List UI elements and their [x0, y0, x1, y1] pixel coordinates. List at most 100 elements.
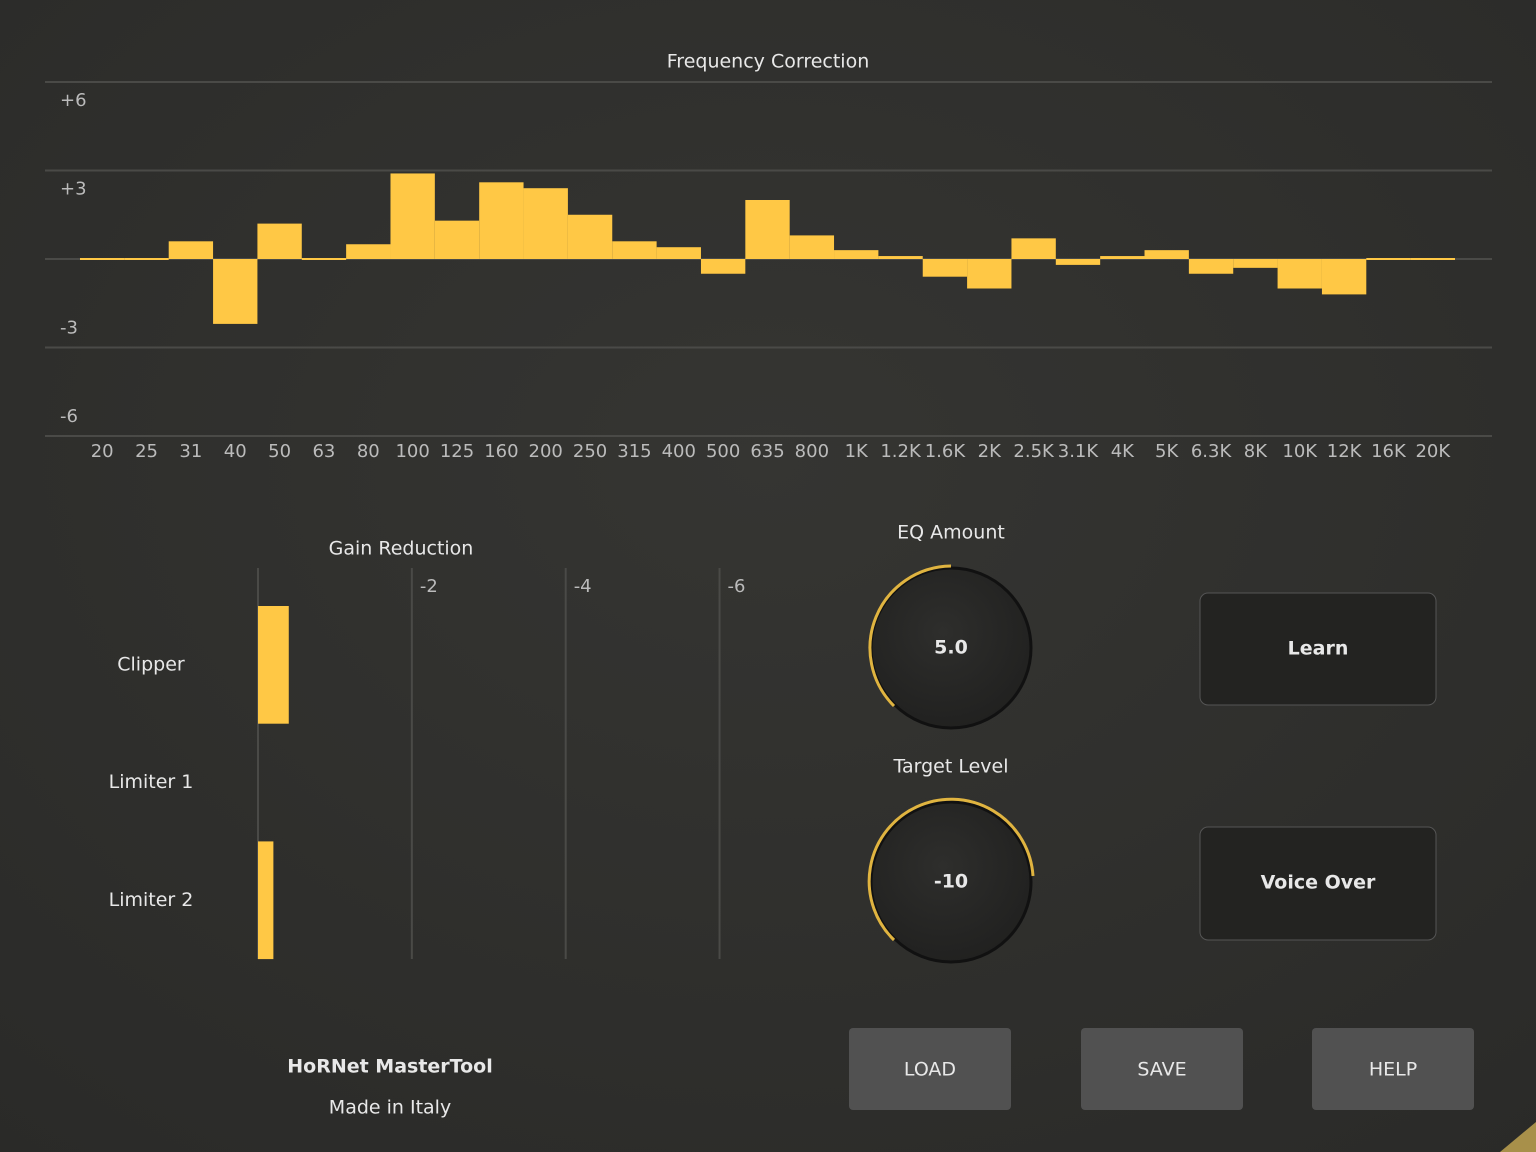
x-tick-label: 100: [395, 441, 429, 462]
knob-label: EQ Amount: [897, 522, 1005, 544]
help-button[interactable]: [1312, 1028, 1474, 1110]
x-tick-label: 80: [357, 441, 380, 462]
button-label[interactable]: Voice Over: [1261, 872, 1376, 894]
bar: [1055, 259, 1101, 265]
x-tick-label: 160: [484, 441, 518, 462]
button-label[interactable]: SAVE: [1137, 1059, 1186, 1081]
x-tick-label: 125: [440, 441, 474, 462]
bar: [1321, 259, 1367, 295]
x-tick-label: -2: [420, 576, 438, 597]
bar: [1144, 250, 1189, 259]
x-tick-label: 250: [573, 441, 607, 462]
x-tick-label: 16K: [1371, 441, 1407, 462]
x-tick-label: 2K: [978, 441, 1002, 462]
y-tick-label: +6: [60, 90, 87, 111]
x-tick-label: 200: [529, 441, 563, 462]
bar: [1188, 259, 1234, 274]
x-tick-label: 25: [135, 441, 158, 462]
bar: [700, 259, 746, 274]
chart-title: Frequency Correction: [667, 51, 870, 73]
x-tick-label: 10K: [1282, 441, 1318, 462]
chart-title: Gain Reduction: [329, 538, 474, 560]
x-tick-label: 6.3K: [1191, 441, 1233, 462]
category-label: Limiter 2: [109, 889, 194, 911]
x-tick-label: 31: [179, 441, 202, 462]
voice-over-button[interactable]: [1199, 826, 1437, 941]
bar: [967, 259, 1012, 289]
x-tick-label: 315: [617, 441, 651, 462]
bar: [745, 200, 790, 259]
x-tick-label: 20K: [1415, 441, 1451, 462]
x-tick-label: 4K: [1111, 441, 1135, 462]
x-tick-label: 635: [750, 441, 784, 462]
bar: [878, 256, 923, 259]
button-label[interactable]: Learn: [1288, 638, 1349, 660]
x-tick-label: 63: [312, 441, 335, 462]
app-title: HoRNet MasterTool: [287, 1056, 493, 1078]
bar: [567, 214, 613, 259]
x-tick-label: 3.1K: [1058, 441, 1100, 462]
category-label: Limiter 1: [109, 771, 194, 793]
learn-button[interactable]: [1199, 592, 1437, 706]
bar: [479, 182, 524, 259]
bar: [1366, 258, 1411, 260]
button-label[interactable]: HELP: [1369, 1059, 1417, 1081]
x-tick-label: 500: [706, 441, 740, 462]
x-tick-label: 50: [268, 441, 291, 462]
x-tick-label: 5K: [1155, 441, 1179, 462]
load-button[interactable]: [849, 1028, 1011, 1110]
bar: [523, 188, 568, 259]
bar: [434, 220, 480, 259]
bar: [922, 259, 968, 277]
x-tick-label: -6: [728, 576, 746, 597]
x-tick-label: 800: [795, 441, 829, 462]
y-tick-label: -6: [60, 406, 78, 427]
bar: [258, 841, 274, 960]
y-tick-label: +3: [60, 179, 87, 200]
knob-arc: [867, 797, 1035, 942]
bar: [789, 235, 835, 259]
bar: [124, 258, 169, 260]
knob-body[interactable]: [869, 800, 1033, 964]
x-tick-label: 8K: [1244, 441, 1268, 462]
target-knob[interactable]: [867, 797, 1035, 964]
corner: [1500, 1122, 1536, 1152]
app-subtitle: Made in Italy: [329, 1097, 451, 1119]
category-label: Clipper: [117, 653, 185, 675]
knob-value[interactable]: -10: [934, 871, 968, 893]
bar: [834, 250, 879, 259]
bar: [1410, 258, 1455, 260]
bar: [213, 259, 258, 324]
x-tick-label: 2.5K: [1013, 441, 1055, 462]
bar: [346, 244, 391, 259]
bar: [1277, 259, 1322, 289]
x-tick-label: 40: [224, 441, 247, 462]
bar: [656, 247, 701, 259]
x-tick-label: 1.2K: [880, 441, 922, 462]
knob-label: Target Level: [893, 756, 1009, 778]
bar: [390, 173, 435, 259]
bar: [257, 223, 302, 259]
x-tick-label: 1K: [845, 441, 869, 462]
bar: [1100, 256, 1145, 259]
x-tick-label: -4: [574, 576, 592, 597]
x-tick-label: 1.6K: [925, 441, 967, 462]
button-label[interactable]: LOAD: [904, 1059, 956, 1081]
knob-arc: [868, 564, 952, 708]
save-button[interactable]: [1081, 1028, 1243, 1110]
x-tick-label: 12K: [1327, 441, 1363, 462]
y-tick-label: -3: [60, 318, 78, 339]
bar: [301, 258, 347, 260]
eq-knob[interactable]: [868, 564, 1033, 730]
bar: [168, 241, 214, 259]
bar: [80, 258, 125, 260]
x-tick-label: 20: [91, 441, 114, 462]
bar: [258, 606, 289, 724]
bar: [612, 241, 657, 259]
bar: [1233, 259, 1278, 268]
bar: [1011, 238, 1056, 259]
knob-value[interactable]: 5.0: [934, 637, 968, 659]
x-tick-label: 400: [662, 441, 696, 462]
